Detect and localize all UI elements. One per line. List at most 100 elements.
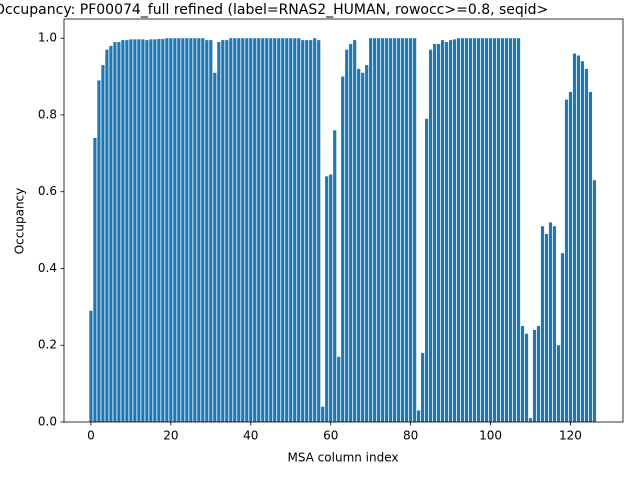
- bar: [101, 65, 105, 423]
- bar: [385, 38, 389, 422]
- bar: [441, 40, 445, 422]
- bar: [133, 39, 137, 422]
- bar: [520, 326, 525, 422]
- bar: [425, 118, 429, 423]
- bar: [181, 38, 185, 422]
- bar: [113, 42, 117, 423]
- bar: [496, 38, 501, 422]
- bar: [153, 39, 157, 422]
- bar: [269, 38, 273, 422]
- bar: [345, 49, 349, 422]
- bar: [373, 38, 377, 422]
- y-tick-label: 0.8: [38, 107, 57, 121]
- bar: [504, 38, 509, 422]
- bar: [484, 38, 489, 422]
- bar: [117, 42, 121, 423]
- bar: [445, 42, 449, 423]
- bar: [536, 326, 541, 422]
- bar: [572, 53, 577, 423]
- bar: [540, 226, 545, 422]
- bar: [381, 38, 385, 422]
- bar: [528, 418, 533, 422]
- bar: [449, 40, 453, 422]
- bar: [129, 39, 133, 422]
- bar: [325, 176, 329, 422]
- bar: [588, 91, 593, 422]
- bar: [105, 49, 109, 422]
- bar: [157, 38, 161, 422]
- bar: [584, 68, 589, 423]
- bar: [357, 68, 361, 423]
- bar: [437, 43, 441, 422]
- bar: [500, 38, 505, 422]
- bar: [341, 76, 345, 423]
- x-tick-label: 60: [323, 429, 338, 443]
- bar: [189, 38, 193, 422]
- bar: [524, 333, 529, 422]
- bar: [313, 38, 317, 422]
- x-tick-label: 80: [403, 429, 418, 443]
- bar: [229, 38, 233, 422]
- bar: [301, 40, 305, 422]
- bar: [197, 38, 201, 422]
- bar: [265, 38, 269, 422]
- bar: [512, 38, 517, 422]
- bar: [417, 410, 421, 422]
- bar: [317, 40, 321, 422]
- bar: [369, 38, 373, 422]
- x-axis-label: MSA column index: [287, 451, 398, 465]
- bar: [560, 253, 565, 422]
- y-tick-label: 0.0: [38, 415, 57, 429]
- bar: [544, 233, 549, 422]
- bar: [237, 38, 241, 422]
- bar: [137, 39, 141, 422]
- bar: [257, 38, 261, 422]
- y-tick-label: 0.2: [38, 338, 57, 352]
- bar: [397, 38, 401, 422]
- bar: [592, 180, 597, 422]
- bar: [429, 49, 433, 422]
- bar: [201, 38, 205, 422]
- bar: [149, 39, 153, 422]
- bar: [145, 40, 149, 422]
- bar: [333, 130, 337, 423]
- bar: [460, 38, 465, 422]
- bar: [233, 38, 237, 422]
- bar: [209, 40, 213, 422]
- y-tick-label: 0.6: [38, 184, 57, 198]
- bar: [241, 38, 245, 422]
- bar: [289, 38, 293, 422]
- bar: [456, 38, 461, 422]
- bar: [285, 38, 289, 422]
- bar: [169, 38, 173, 422]
- bar: [281, 38, 285, 422]
- bar: [576, 55, 581, 422]
- bar: [480, 38, 485, 422]
- x-tick-label: 20: [163, 429, 178, 443]
- bar: [389, 38, 393, 422]
- bar: [253, 38, 257, 422]
- x-tick-label: 120: [559, 429, 582, 443]
- bar: [552, 226, 557, 422]
- bar: [273, 38, 277, 422]
- bar: [109, 45, 113, 422]
- bar: [405, 38, 409, 422]
- bar: [193, 38, 197, 422]
- bar: [556, 345, 561, 422]
- bar: [365, 65, 369, 423]
- bar: [309, 40, 313, 422]
- bar: [532, 329, 537, 422]
- bar: [548, 222, 553, 422]
- bar: [277, 38, 281, 422]
- bar: [249, 38, 253, 422]
- bar: [225, 40, 229, 422]
- bar: [401, 38, 405, 422]
- bar: [165, 38, 169, 422]
- bar: [464, 38, 469, 422]
- bar: [245, 38, 249, 422]
- bar: [173, 38, 177, 422]
- y-tick-label: 1.0: [38, 31, 57, 45]
- bar: [349, 43, 353, 422]
- bar: [213, 72, 217, 422]
